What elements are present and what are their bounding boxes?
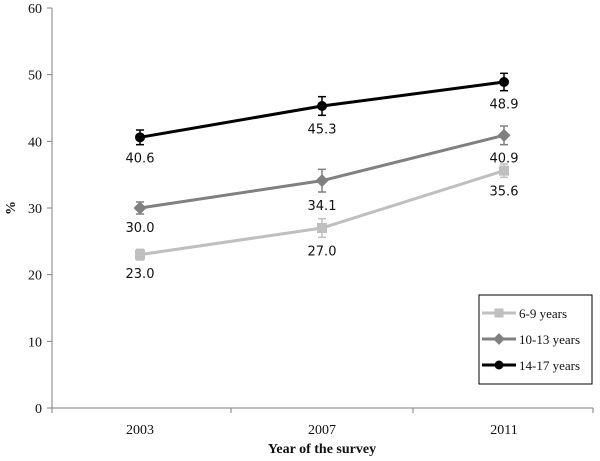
- axes: 0 10 20 30 40 50 60 2003 2007 2011: [28, 2, 594, 438]
- data-point: [317, 101, 327, 111]
- legend-marker: [494, 360, 504, 370]
- legend-label: 6-9 years: [519, 306, 567, 321]
- legend-item: 14-17 years: [482, 358, 580, 373]
- data-point: [497, 128, 511, 142]
- legend-marker: [494, 308, 504, 318]
- x-tick-label: 2003: [126, 423, 154, 438]
- series-14-17-years: [135, 72, 509, 146]
- legend: 6-9 years 10-13 years 14-17 years: [478, 294, 593, 385]
- data-point: [317, 223, 327, 233]
- data-point: [135, 132, 145, 143]
- data-label: 27.0: [308, 244, 337, 259]
- data-point: [135, 249, 145, 260]
- data-label: 48.9: [490, 98, 519, 113]
- y-tick-label: 20: [28, 269, 42, 284]
- data-label: 40.9: [490, 152, 519, 167]
- data-label: 40.6: [126, 152, 155, 167]
- data-point: [499, 77, 509, 87]
- legend-item: 10-13 years: [482, 332, 580, 347]
- data-labels: 23.0 27.0 35.6 30.0 34.1 40.9 40.6 45.3 48.9: [126, 98, 519, 282]
- y-tick-label: 40: [28, 135, 42, 150]
- y-tick-label: 10: [28, 335, 42, 350]
- x-axis-title: Year of the survey: [268, 442, 376, 457]
- series-layer: [133, 72, 511, 261]
- data-point: [315, 174, 329, 188]
- y-axis-title: %: [4, 201, 19, 215]
- data-label: 23.0: [126, 267, 155, 282]
- y-tick-label: 30: [28, 202, 42, 217]
- data-label: 35.6: [490, 184, 519, 199]
- legend-label: 14-17 years: [519, 358, 580, 373]
- y-tick-label: 50: [28, 69, 42, 84]
- x-tick-label: 2011: [490, 423, 517, 438]
- y-tick-label: 60: [28, 2, 42, 17]
- series-10-13-years: [133, 125, 511, 215]
- data-label: 34.1: [308, 199, 337, 214]
- data-label: 45.3: [308, 122, 337, 137]
- x-tick-label: 2007: [308, 423, 336, 438]
- legend-marker: [493, 333, 505, 345]
- data-point: [133, 201, 147, 215]
- data-label: 30.0: [126, 221, 155, 236]
- series-6-9-years: [135, 163, 509, 261]
- y-tick-label: 0: [35, 402, 42, 417]
- legend-item: 6-9 years: [482, 306, 567, 321]
- data-point: [499, 165, 509, 176]
- legend-label: 10-13 years: [519, 332, 580, 347]
